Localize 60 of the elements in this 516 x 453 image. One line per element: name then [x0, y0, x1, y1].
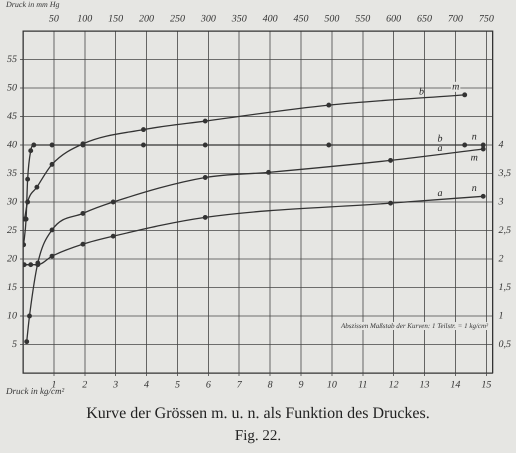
y2-tick-label: 0,5	[498, 339, 511, 350]
x-tick-label: 9	[298, 380, 304, 391]
annotation: m	[452, 81, 460, 92]
x2-tick-label: 750	[478, 14, 494, 25]
x-tick-label: 10	[326, 380, 337, 391]
x2-tick-label: 400	[262, 14, 278, 25]
y2-tick-label: 4	[498, 140, 504, 151]
x2-tick-label: 600	[386, 14, 402, 25]
y2-tick-label: 3,5	[498, 168, 511, 180]
y-tick-label: 10	[7, 310, 17, 322]
x-tick-label: 6	[206, 380, 211, 391]
y-tick-label: 50	[7, 82, 17, 94]
annotation: n	[472, 132, 477, 143]
y-tick-label: 5	[12, 339, 17, 350]
x2-tick-label: 200	[139, 14, 154, 25]
y2-tick-label: 1,5	[498, 282, 511, 294]
y-tick-label: 55	[7, 54, 17, 66]
y-tick-label: 40	[7, 140, 17, 151]
y2-tick-label: 3	[498, 196, 504, 208]
x2-tick-label: 350	[230, 14, 247, 25]
x-tick-label: 4	[144, 380, 150, 391]
x2-tick-label: 700	[448, 14, 463, 25]
y-tick-label: 20	[7, 254, 17, 265]
series-label: a	[437, 142, 442, 154]
x-tick-label: 7	[236, 380, 243, 391]
x-tick-label: 13	[420, 380, 430, 391]
x2-tick-label: 250	[170, 14, 185, 25]
x2-tick-label: 550	[355, 14, 370, 25]
x2-tick-label: 650	[417, 14, 432, 25]
x-tick-label: 15	[481, 380, 492, 391]
x-tick-label: 12	[388, 380, 399, 391]
x2-tick-label: 100	[77, 14, 92, 25]
annotation: n	[472, 182, 477, 194]
series-label: b	[418, 86, 424, 98]
x2-tick-label: 300	[200, 14, 216, 25]
y-tick-label: 15	[7, 282, 17, 294]
x-tick-label: 8	[268, 380, 273, 391]
caption: Fig. 22.	[234, 428, 282, 445]
x-tick-label: 14	[450, 380, 460, 391]
x2-tick-label: 50	[48, 14, 59, 25]
x-axis-title: Druck in kg/cm²	[6, 386, 64, 396]
series-label: a	[437, 188, 442, 200]
series-label: b	[437, 134, 442, 145]
x2-tick-label: 450	[293, 14, 308, 25]
y2-tick-label: 2	[498, 254, 504, 265]
y2-tick-label: 2,5	[498, 225, 511, 236]
y-tick-label: 30	[6, 196, 17, 208]
x-tick-label: 2	[82, 380, 88, 391]
x-tick-label: 3	[112, 380, 118, 391]
x2-axis-title: Druck in mm Hg	[6, 0, 60, 9]
annotation: m	[470, 152, 478, 164]
text: Kurve der Grössen m. u. n. als Funktion des Druckes.	[85, 405, 431, 423]
x-tick-label: 11	[358, 380, 368, 391]
x2-tick-label: 500	[324, 14, 340, 25]
y2-tick-label: 1	[498, 310, 504, 322]
x-tick-label: 5	[174, 380, 180, 391]
x2-tick-label: 150	[108, 14, 124, 25]
y-tick-label: 25	[7, 225, 17, 236]
y-tick-label: 35	[6, 168, 17, 180]
y-tick-label: 45	[7, 111, 17, 122]
